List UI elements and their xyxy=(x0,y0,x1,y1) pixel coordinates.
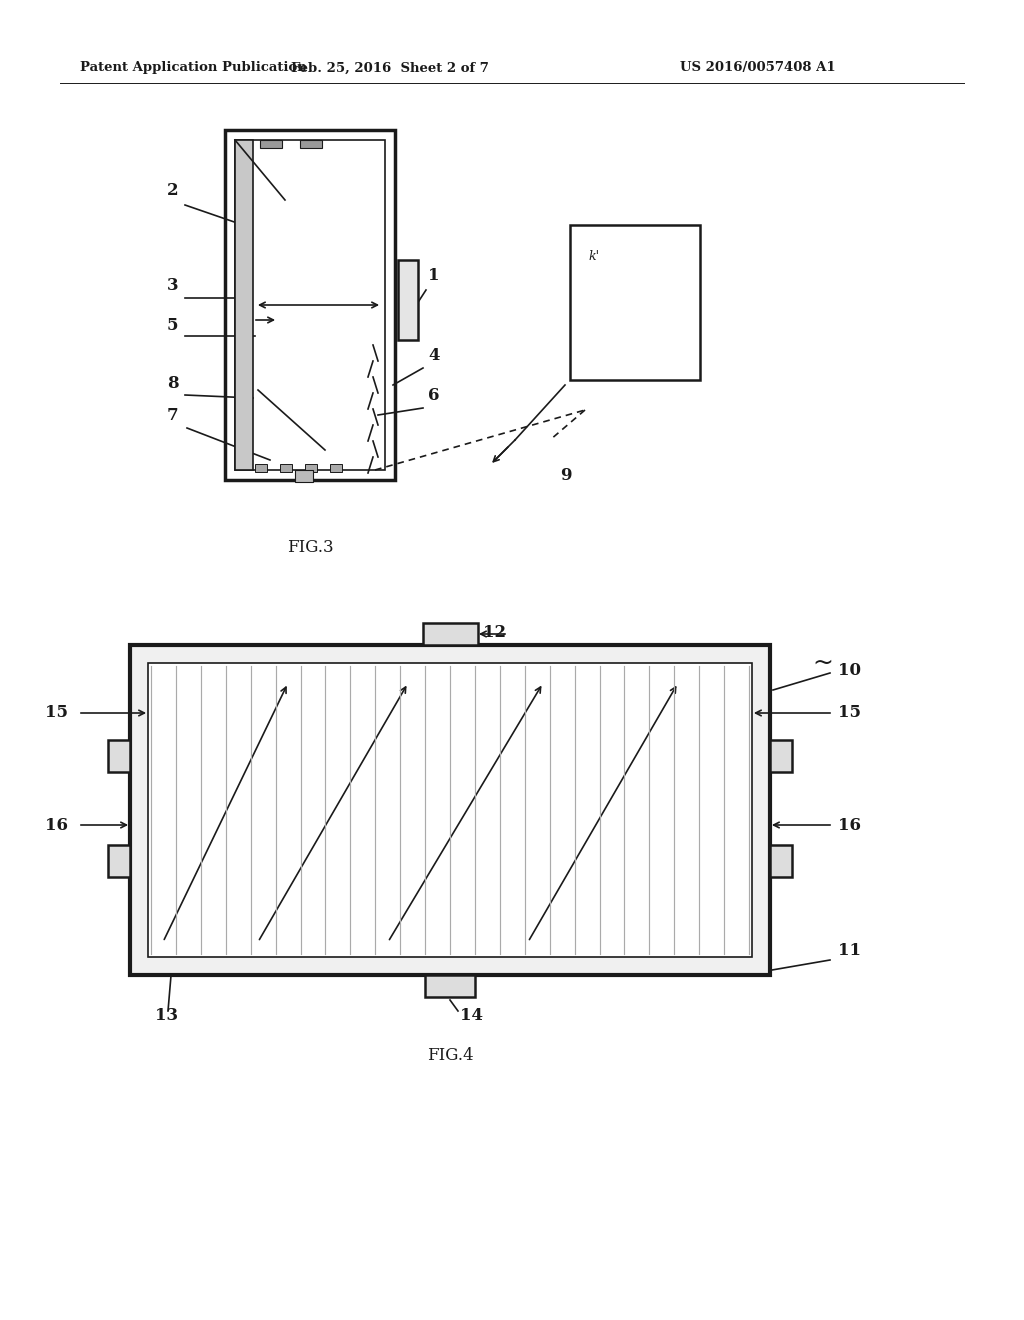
Text: 9: 9 xyxy=(560,467,571,484)
Bar xyxy=(280,465,292,473)
Bar xyxy=(770,741,792,772)
Bar xyxy=(108,845,130,876)
Bar xyxy=(330,465,342,473)
Bar xyxy=(398,260,418,341)
Text: FIG.4: FIG.4 xyxy=(427,1047,473,1064)
Bar xyxy=(108,741,130,772)
Text: 14: 14 xyxy=(460,1007,483,1024)
Bar xyxy=(225,129,395,480)
Text: 4: 4 xyxy=(428,347,439,364)
Text: 16: 16 xyxy=(838,817,861,834)
Bar xyxy=(234,140,253,470)
Text: Feb. 25, 2016  Sheet 2 of 7: Feb. 25, 2016 Sheet 2 of 7 xyxy=(291,62,488,74)
Text: 2: 2 xyxy=(167,182,178,199)
Bar xyxy=(130,645,770,975)
Text: US 2016/0057408 A1: US 2016/0057408 A1 xyxy=(680,62,836,74)
Text: 6: 6 xyxy=(428,387,439,404)
Text: ~: ~ xyxy=(812,651,833,675)
Bar xyxy=(295,470,313,482)
Text: 3: 3 xyxy=(167,277,178,294)
Bar xyxy=(234,140,385,470)
Bar xyxy=(255,465,267,473)
Text: 5: 5 xyxy=(167,317,178,334)
Bar xyxy=(423,623,478,645)
Text: 15: 15 xyxy=(838,704,861,721)
Text: 1: 1 xyxy=(428,267,439,284)
Text: FIG.3: FIG.3 xyxy=(287,540,334,557)
Text: 11: 11 xyxy=(838,942,861,960)
Text: 12: 12 xyxy=(483,624,506,642)
Bar xyxy=(300,140,322,148)
Text: 15: 15 xyxy=(45,704,68,721)
Bar xyxy=(425,975,475,997)
Text: Patent Application Publication: Patent Application Publication xyxy=(80,62,307,74)
Text: 13: 13 xyxy=(155,1007,178,1024)
Bar xyxy=(148,663,752,957)
Bar xyxy=(260,140,282,148)
Bar xyxy=(770,845,792,876)
Text: 7: 7 xyxy=(167,407,178,424)
Text: 8: 8 xyxy=(167,375,178,392)
Text: k': k' xyxy=(588,249,599,263)
Bar xyxy=(305,465,317,473)
Text: 16: 16 xyxy=(45,817,68,834)
Text: 10: 10 xyxy=(838,663,861,678)
Bar xyxy=(570,224,700,380)
